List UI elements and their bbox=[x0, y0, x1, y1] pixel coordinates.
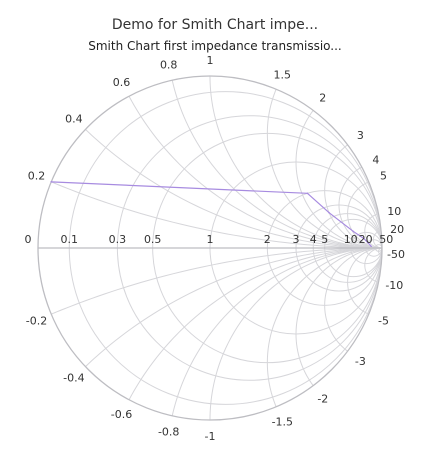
series-line-0 bbox=[51, 181, 372, 247]
series-point-0-0 bbox=[50, 181, 53, 183]
reactance-tick-label-0: 0.2 bbox=[28, 170, 46, 183]
reactance-tick-label-1: 0.4 bbox=[65, 112, 83, 125]
resistance-tick-label-6: 3 bbox=[293, 233, 300, 246]
series-layer bbox=[50, 181, 372, 248]
resistance-tick-label-7: 4 bbox=[310, 233, 317, 246]
resistance-tick-label-3: 0.5 bbox=[144, 233, 162, 246]
reactance-tick-label-9: 5 bbox=[380, 170, 387, 183]
chart-boundary bbox=[37, 75, 383, 421]
resistance-tick-label-2: 0.3 bbox=[109, 233, 127, 246]
reactance-tick-label-16: -2 bbox=[317, 392, 328, 405]
reactance-tick-label-3: 0.8 bbox=[160, 59, 178, 72]
reactance-tick-label-17: -1.5 bbox=[272, 416, 293, 429]
resistance-tick-label-8: 5 bbox=[321, 233, 328, 246]
series-point-0-2 bbox=[328, 211, 330, 214]
reactance-tick-label-10: 10 bbox=[387, 205, 401, 218]
reactance-tick-label-19: -0.8 bbox=[158, 425, 179, 438]
reactance-tick-label-6: 2 bbox=[319, 92, 326, 105]
series-point-0-3 bbox=[352, 230, 355, 233]
reactance-tick-label-15: -3 bbox=[355, 355, 366, 368]
tick-label-layer: 0 0.1 0.3 0.5 1 2 3 4 5 10 20 500.20.40.60.8 11.5234… bbox=[25, 54, 405, 443]
reactance-tick-label-4: 1 bbox=[207, 54, 214, 67]
reactance-tick-label-8: 4 bbox=[372, 154, 379, 167]
reactance-tick-label-21: -0.4 bbox=[63, 372, 84, 385]
resistance-tick-label-5: 2 bbox=[264, 233, 271, 246]
reactance-tick-label-12: -50 bbox=[387, 248, 405, 261]
resistance-tick-label-0: 0 bbox=[25, 233, 32, 246]
resistance-tick-label-10: 20 bbox=[359, 233, 373, 246]
resistance-tick-label-9: 10 bbox=[344, 233, 358, 246]
resistance-tick-label-11: 50 bbox=[379, 233, 393, 246]
chart-subtitle: Smith Chart first impedance transmissio.… bbox=[88, 39, 342, 53]
reactance-tick-label-7: 3 bbox=[357, 129, 364, 142]
reactance-tick-label-18: -1 bbox=[205, 430, 216, 443]
reactance-tick-label-22: -0.2 bbox=[26, 314, 47, 327]
reactance-tick-label-2: 0.6 bbox=[113, 76, 131, 89]
grid-layer bbox=[37, 75, 383, 421]
reactance-tick-label-11: 20 bbox=[390, 223, 404, 236]
series-point-0-4 bbox=[363, 237, 365, 240]
reactance-tick-label-20: -0.6 bbox=[111, 408, 132, 421]
resistance-tick-label-4: 1 bbox=[207, 233, 214, 246]
reactance-tick-label-14: -5 bbox=[378, 314, 389, 327]
reactance-tick-label-5: 1.5 bbox=[274, 69, 292, 82]
resistance-tick-label-1: 0.1 bbox=[61, 233, 79, 246]
chart-title: Demo for Smith Chart impe... bbox=[112, 17, 318, 33]
reactance-tick-label-13: -10 bbox=[385, 279, 403, 292]
series-point-0-5 bbox=[370, 245, 372, 248]
series-point-0-1 bbox=[306, 192, 309, 195]
